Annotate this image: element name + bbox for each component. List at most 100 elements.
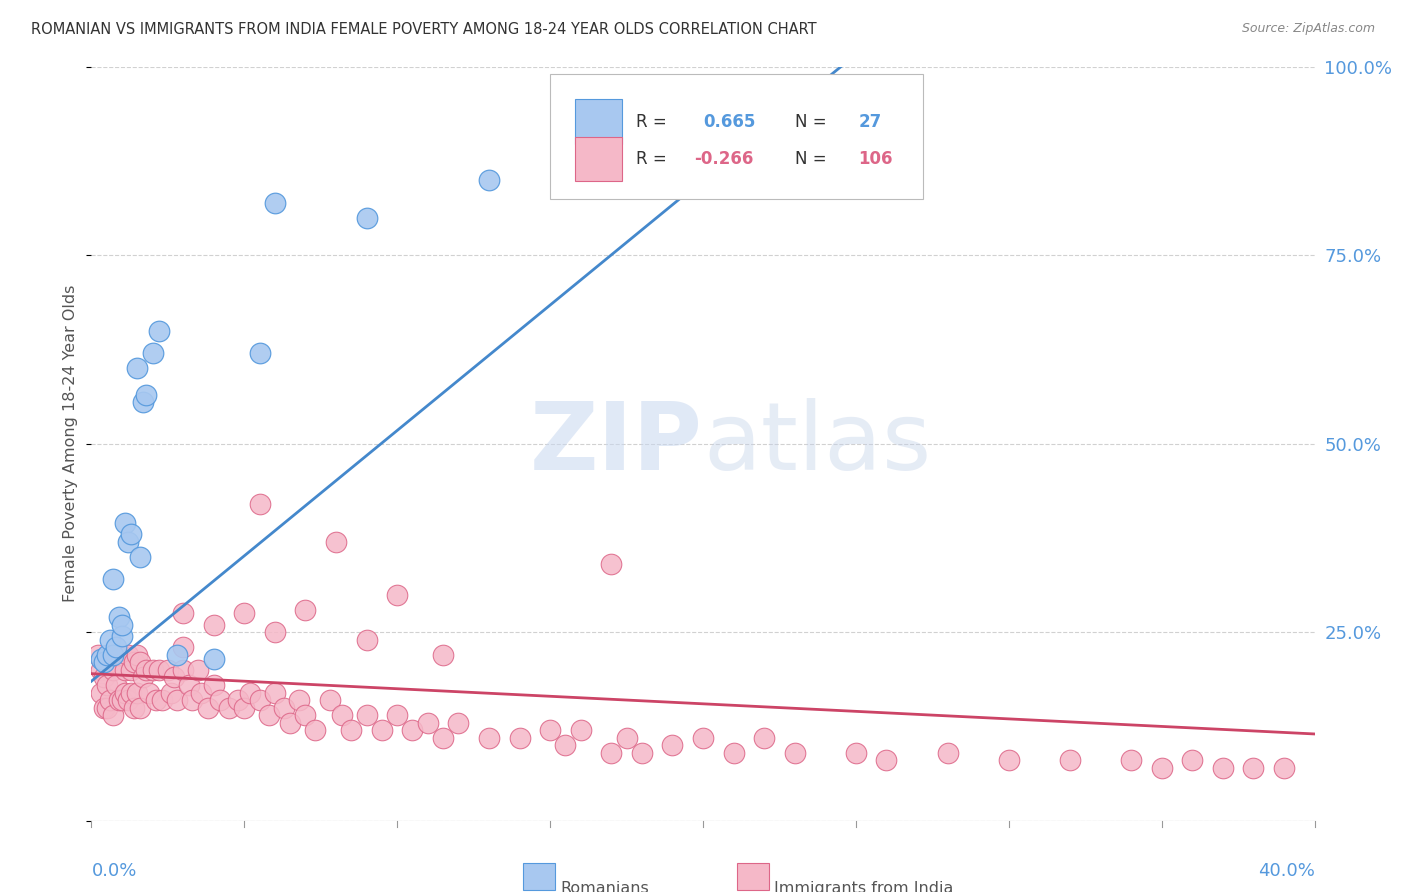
Point xyxy=(294,602,316,616)
Point xyxy=(93,700,115,714)
Point xyxy=(148,324,170,338)
Point xyxy=(117,693,139,707)
Point xyxy=(239,685,262,699)
Point xyxy=(264,625,287,640)
Point xyxy=(104,640,127,655)
Point xyxy=(264,685,287,699)
Point xyxy=(141,663,163,677)
Point xyxy=(385,588,409,602)
Point xyxy=(187,663,209,677)
Point xyxy=(273,700,295,714)
Point xyxy=(319,693,342,707)
Point xyxy=(120,527,142,541)
Point xyxy=(278,715,301,730)
Point xyxy=(114,663,136,677)
Point xyxy=(117,648,139,662)
Point xyxy=(340,723,363,738)
Point xyxy=(172,663,194,677)
Point xyxy=(294,708,316,723)
Point xyxy=(1243,761,1265,775)
Text: 106: 106 xyxy=(858,150,893,169)
Point xyxy=(108,648,131,662)
Point xyxy=(356,632,378,647)
Point xyxy=(179,678,201,692)
Point xyxy=(538,723,561,738)
Point xyxy=(202,617,225,632)
Point xyxy=(845,746,868,760)
Point xyxy=(754,731,776,745)
Point xyxy=(432,648,454,662)
Point xyxy=(135,663,157,677)
Point xyxy=(233,607,256,621)
FancyBboxPatch shape xyxy=(737,863,769,890)
Point xyxy=(114,685,136,699)
Point xyxy=(257,708,280,723)
Point xyxy=(166,693,188,707)
Point xyxy=(132,395,155,409)
Point xyxy=(96,648,118,662)
Point xyxy=(226,693,249,707)
Text: 0.0%: 0.0% xyxy=(91,862,136,880)
Point xyxy=(478,731,501,745)
Text: N =: N = xyxy=(794,150,831,169)
Point xyxy=(138,685,160,699)
Point xyxy=(249,693,271,707)
Text: 27: 27 xyxy=(858,112,882,130)
Y-axis label: Female Poverty Among 18-24 Year Olds: Female Poverty Among 18-24 Year Olds xyxy=(63,285,79,602)
Point xyxy=(197,700,219,714)
Text: ROMANIAN VS IMMIGRANTS FROM INDIA FEMALE POVERTY AMONG 18-24 YEAR OLDS CORRELATI: ROMANIAN VS IMMIGRANTS FROM INDIA FEMALE… xyxy=(31,22,817,37)
Point xyxy=(600,558,623,572)
Point xyxy=(509,731,531,745)
Text: Immigrants from India: Immigrants from India xyxy=(773,881,953,892)
Point xyxy=(616,731,638,745)
Point xyxy=(93,670,115,684)
FancyBboxPatch shape xyxy=(550,74,924,199)
Point xyxy=(1212,761,1234,775)
Point xyxy=(141,346,163,360)
Point xyxy=(478,173,501,187)
Point xyxy=(304,723,326,738)
Point xyxy=(101,648,124,662)
Point xyxy=(111,648,134,662)
Point xyxy=(936,746,959,760)
Point xyxy=(148,663,170,677)
Point xyxy=(108,693,131,707)
Point xyxy=(288,693,311,707)
Point xyxy=(356,211,378,225)
Point xyxy=(122,700,145,714)
Text: Source: ZipAtlas.com: Source: ZipAtlas.com xyxy=(1241,22,1375,36)
Point xyxy=(114,516,136,530)
Point xyxy=(218,700,240,714)
Point xyxy=(447,715,470,730)
Point xyxy=(249,497,271,511)
Point xyxy=(120,685,142,699)
Point xyxy=(631,180,654,194)
Point xyxy=(98,632,121,647)
Point xyxy=(600,746,623,760)
Point xyxy=(371,723,394,738)
FancyBboxPatch shape xyxy=(575,137,623,181)
Text: -0.266: -0.266 xyxy=(695,150,754,169)
Point xyxy=(325,534,347,549)
Text: R =: R = xyxy=(636,112,672,130)
Point xyxy=(998,753,1021,767)
Point xyxy=(93,656,115,670)
Point xyxy=(385,708,409,723)
Point xyxy=(1059,753,1081,767)
Point xyxy=(1121,753,1143,767)
FancyBboxPatch shape xyxy=(575,99,623,144)
Point xyxy=(104,648,127,662)
Point xyxy=(156,663,179,677)
Text: ZIP: ZIP xyxy=(530,398,703,490)
Point xyxy=(117,534,139,549)
Point xyxy=(101,708,124,723)
Point xyxy=(401,723,423,738)
Point xyxy=(330,708,353,723)
Point xyxy=(554,739,576,753)
Point xyxy=(108,610,131,624)
Point xyxy=(661,739,683,753)
Point xyxy=(190,685,212,699)
Text: N =: N = xyxy=(794,112,831,130)
Point xyxy=(111,617,134,632)
Point xyxy=(432,731,454,745)
